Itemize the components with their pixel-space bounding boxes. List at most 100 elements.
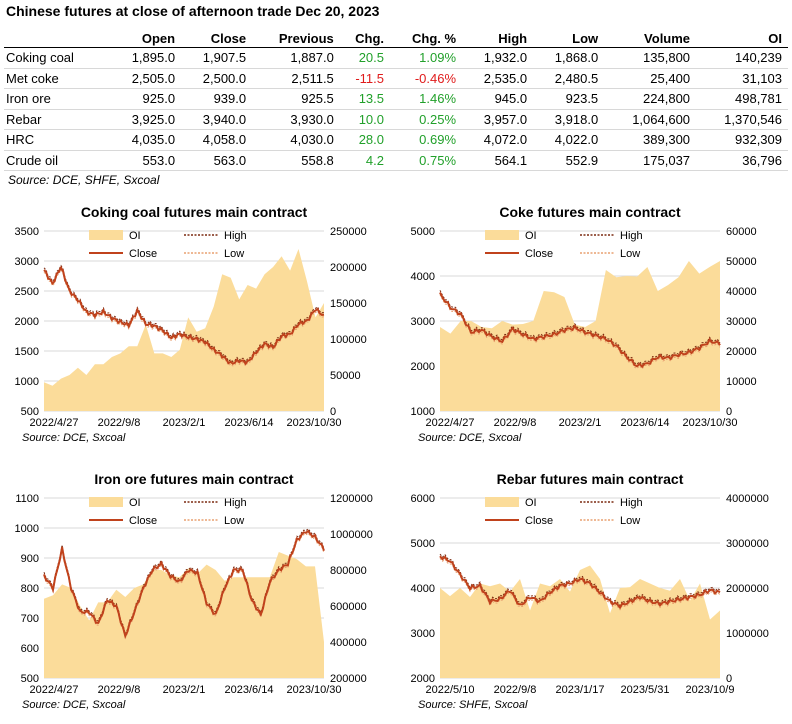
- y-left-tick-label: 1000: [15, 376, 39, 388]
- x-tick-label: 2023/10/9: [686, 684, 735, 696]
- cell-open: 4,035.0: [131, 132, 176, 148]
- y-left-tick-label: 500: [21, 406, 39, 418]
- cell-chg-pct: -0.46%: [414, 70, 457, 86]
- cell-low: 552.9: [565, 152, 599, 168]
- cell-low: 2,480.5: [554, 70, 599, 86]
- table-row: Rebar 3,925.0 3,940.0 3,930.0 10.0 0.25% 3,957…: [4, 109, 788, 130]
- legend-low-label: Low: [224, 248, 244, 260]
- oi-area: [44, 249, 324, 411]
- x-tick-label: 2022/4/27: [30, 684, 79, 696]
- cell-chg-pct: 0.75%: [419, 152, 457, 168]
- coke-chart: Coke futures main contract 1000 2000 3000 40…: [411, 204, 757, 444]
- y-left-tick-label: 900: [21, 553, 39, 565]
- cell-close: 3,940.0: [202, 111, 247, 127]
- cell-chg: 20.5: [358, 50, 384, 66]
- legend-low-label: Low: [224, 515, 244, 527]
- y-right-tick-label: 20000: [726, 346, 757, 358]
- y-left-tick-label: 1500: [15, 346, 39, 358]
- cell-volume: 224,800: [643, 91, 691, 107]
- x-tick-label: 2022/9/8: [98, 684, 141, 696]
- close-series-line: [439, 292, 721, 369]
- y-right-tick-label: 800000: [330, 565, 367, 577]
- y-right-tick-label: 0: [726, 673, 732, 685]
- cell-low: 923.5: [565, 91, 599, 107]
- chart-source: Source: DCE, Sxcoal: [418, 432, 522, 444]
- cell-high: 2,535.0: [483, 70, 528, 86]
- cell-chg: 28.0: [358, 132, 384, 148]
- cell-previous: 925.5: [301, 91, 334, 107]
- chart-title: Rebar futures main contract: [497, 471, 684, 487]
- cell-high: 4,072.0: [483, 132, 528, 148]
- chart-source: Source: DCE, Sxcoal: [22, 699, 126, 711]
- y-left-tick-label: 2000: [411, 673, 435, 685]
- high-series-line: [43, 528, 325, 636]
- legend-oi-label: OI: [129, 230, 141, 242]
- legend-oi-swatch: [485, 230, 519, 240]
- legend-oi-label: OI: [525, 230, 537, 242]
- legend-high-label: High: [620, 230, 643, 242]
- x-tick-label: 2022/9/8: [494, 417, 537, 429]
- x-tick-label: 2023/6/14: [621, 417, 670, 429]
- x-tick-label: 2023/10/30: [286, 417, 341, 429]
- chart-source: Source: DCE, Sxcoal: [22, 432, 126, 444]
- y-right-tick-label: 1000000: [330, 529, 373, 541]
- y-left-tick-label: 500: [21, 673, 39, 685]
- y-left-tick-label: 4000: [411, 583, 435, 595]
- legend-high-label: High: [224, 497, 247, 509]
- legend-low-label: Low: [620, 248, 640, 260]
- close-series-line: [439, 555, 721, 610]
- commodity-name-cell: Rebar: [6, 111, 42, 127]
- table-row: Iron ore 925.0 939.0 925.5 13.5 1.46% 945.0 923…: [4, 89, 788, 109]
- table-row: Met coke 2,505.0 2,500.0 2,511.5 -11.5 -0.46%…: [4, 68, 788, 89]
- cell-close: 4,058.0: [202, 132, 247, 148]
- cell-volume: 25,400: [650, 70, 691, 86]
- legend-oi-swatch: [89, 497, 123, 507]
- coking-coal-chart: Coking coal futures main contract 500 1000…: [15, 204, 367, 444]
- y-left-tick-label: 2000: [411, 361, 435, 373]
- y-left-tick-label: 600: [21, 643, 39, 655]
- y-left-tick-label: 1000: [15, 523, 39, 535]
- cell-high: 564.1: [494, 152, 528, 168]
- cell-open: 3,925.0: [131, 111, 176, 127]
- y-right-tick-label: 1200000: [330, 493, 373, 505]
- y-right-tick-label: 30000: [726, 316, 757, 328]
- chart-title: Coke futures main contract: [499, 204, 681, 220]
- legend-oi-swatch: [89, 230, 123, 240]
- y-left-tick-label: 6000: [411, 493, 435, 505]
- cell-low: 3,918.0: [554, 111, 599, 127]
- y-left-tick-label: 2000: [15, 316, 39, 328]
- x-tick-label: 2023/6/14: [225, 417, 274, 429]
- cell-open: 925.0: [142, 91, 176, 107]
- cell-chg-pct: 1.09%: [419, 50, 457, 66]
- y-right-tick-label: 10000: [726, 376, 757, 388]
- cell-chg: 4.2: [365, 152, 384, 168]
- table-row: Coking coal 1,895.0 1,907.5 1,887.0 20.5 1.09…: [4, 48, 788, 68]
- cell-chg: 10.0: [358, 111, 384, 127]
- cell-volume: 1,064,600: [632, 111, 691, 127]
- cell-oi: 932,309: [735, 132, 782, 148]
- chart-source: Source: SHFE, Sxcoal: [418, 699, 528, 711]
- high-series-line: [439, 290, 721, 366]
- page-title: Chinese futures at close of afternoon tr…: [6, 3, 380, 19]
- y-left-tick-label: 1000: [411, 406, 435, 418]
- y-left-tick-label: 5000: [411, 226, 435, 238]
- y-left-tick-label: 3000: [15, 256, 39, 268]
- legend-close-label: Close: [525, 248, 553, 260]
- cell-close: 563.0: [213, 152, 247, 168]
- rebar-chart: Rebar futures main contract 2000 3000 4000 5…: [411, 471, 769, 711]
- y-left-tick-label: 2500: [15, 286, 39, 298]
- legend-oi-label: OI: [129, 497, 141, 509]
- y-right-tick-label: 250000: [330, 226, 367, 238]
- low-series-line: [439, 294, 721, 370]
- x-tick-label: 2022/9/8: [98, 417, 141, 429]
- legend-close-label: Close: [129, 515, 157, 527]
- cell-chg-pct: 0.25%: [419, 111, 457, 127]
- cell-close: 1,907.5: [202, 50, 247, 66]
- y-right-tick-label: 0: [726, 406, 732, 418]
- cell-previous: 4,030.0: [290, 132, 334, 148]
- chart-title: Coking coal futures main contract: [81, 204, 308, 220]
- y-right-tick-label: 2000000: [726, 583, 769, 595]
- x-tick-label: 2023/10/30: [286, 684, 341, 696]
- cell-chg: -11.5: [355, 70, 384, 86]
- cell-close: 2,500.0: [202, 70, 247, 86]
